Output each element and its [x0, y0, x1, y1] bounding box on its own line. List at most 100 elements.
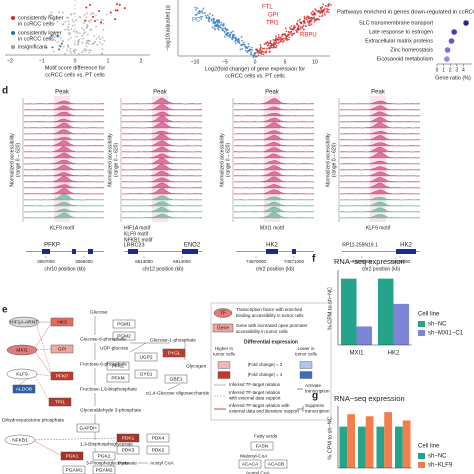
legend-label: Transcription factor with enriched [236, 307, 303, 312]
point [270, 45, 272, 47]
point [222, 29, 225, 32]
gene-label: FASN [256, 444, 269, 450]
accessibility-track [121, 133, 203, 141]
accessibility-track [233, 212, 315, 219]
gene-node [50, 344, 74, 354]
point [322, 3, 324, 6]
panel-label: f [312, 254, 316, 265]
x-tick-label: 10 [312, 59, 318, 65]
accessibility-track [339, 182, 421, 189]
point [114, 9, 117, 12]
peak-label: Peak [371, 90, 386, 96]
point [76, 31, 79, 34]
coord-label: 3068000 [75, 259, 93, 264]
point [66, 49, 68, 52]
axis-label: % CPM to sh−NC [327, 287, 333, 330]
accessibility-track [23, 193, 105, 201]
legend-swatch [217, 361, 231, 369]
point [81, 41, 84, 44]
accessibility-track [233, 160, 315, 165]
point [50, 34, 53, 37]
accessibility-track [23, 137, 105, 141]
point [218, 28, 220, 31]
point [256, 51, 259, 54]
point [101, 48, 104, 51]
point [75, 30, 78, 33]
point [290, 25, 293, 27]
point [83, 47, 86, 50]
gene-model [128, 249, 138, 254]
point [89, 4, 92, 7]
tf-node [6, 344, 38, 356]
gene-node [12, 384, 36, 394]
point [88, 21, 91, 23]
point [299, 26, 302, 28]
point [269, 41, 272, 44]
gene-node [238, 459, 262, 469]
point [302, 24, 305, 27]
legend-label: |Fold change| = 2 [248, 362, 283, 367]
point [114, 18, 117, 21]
accessibility-track [339, 166, 421, 171]
point [230, 32, 233, 34]
point [199, 16, 202, 18]
point [303, 15, 306, 18]
point [59, 37, 62, 39]
point [312, 13, 315, 16]
point [86, 41, 89, 44]
legend-label: Suppress [305, 403, 325, 408]
point [87, 43, 90, 45]
point [315, 17, 318, 20]
accessibility-track [23, 122, 105, 129]
point [238, 41, 241, 44]
x-tick-label: 5 [284, 59, 287, 65]
point [309, 24, 311, 27]
point [262, 51, 265, 53]
point [306, 15, 309, 18]
legend-label: Differential expression [244, 339, 298, 345]
point [286, 39, 289, 41]
point [200, 18, 203, 20]
point [56, 20, 59, 23]
point [307, 16, 310, 19]
point [89, 13, 92, 16]
point [305, 18, 308, 21]
accessibility-track [233, 189, 315, 195]
point [73, 51, 76, 54]
point [194, 6, 197, 9]
point [91, 11, 94, 14]
x-tick-label: 1 [107, 58, 110, 64]
point [65, 16, 68, 19]
legend-label: Activate [305, 383, 322, 388]
point [73, 42, 76, 45]
point [71, 18, 74, 21]
point [84, 49, 87, 52]
gene-node [250, 441, 274, 451]
tf-label: KLF9 [16, 372, 28, 378]
legend-label: in ccRCC cells [18, 21, 54, 27]
legend-label: in ccRCC cells [18, 36, 54, 42]
legend-label: external data and literature support [229, 409, 300, 414]
accessibility-track [233, 106, 315, 111]
point [233, 34, 236, 37]
legend-label: Lower in [297, 346, 315, 351]
point [244, 49, 247, 52]
axis-label: chr10 position (kb) [44, 266, 85, 272]
legend-label: sh−MXI1−C1 [428, 331, 464, 337]
tf-label: MXI1 [16, 348, 28, 354]
accessibility-track [121, 153, 203, 159]
point [319, 7, 322, 10]
gene-node [106, 361, 130, 371]
metabolite-label: α1,4-Glucose oligosaccharide [146, 390, 210, 396]
point [214, 21, 217, 24]
point [51, 46, 54, 49]
term-label: SLC transmembrane transport [359, 20, 433, 26]
point [252, 53, 255, 55]
point [66, 28, 69, 30]
point [208, 18, 210, 20]
point [225, 34, 228, 37]
legend-label: Inferred TF-target relation with [229, 403, 290, 408]
tf-node [6, 368, 38, 380]
point [101, 36, 104, 39]
point [328, 11, 330, 14]
